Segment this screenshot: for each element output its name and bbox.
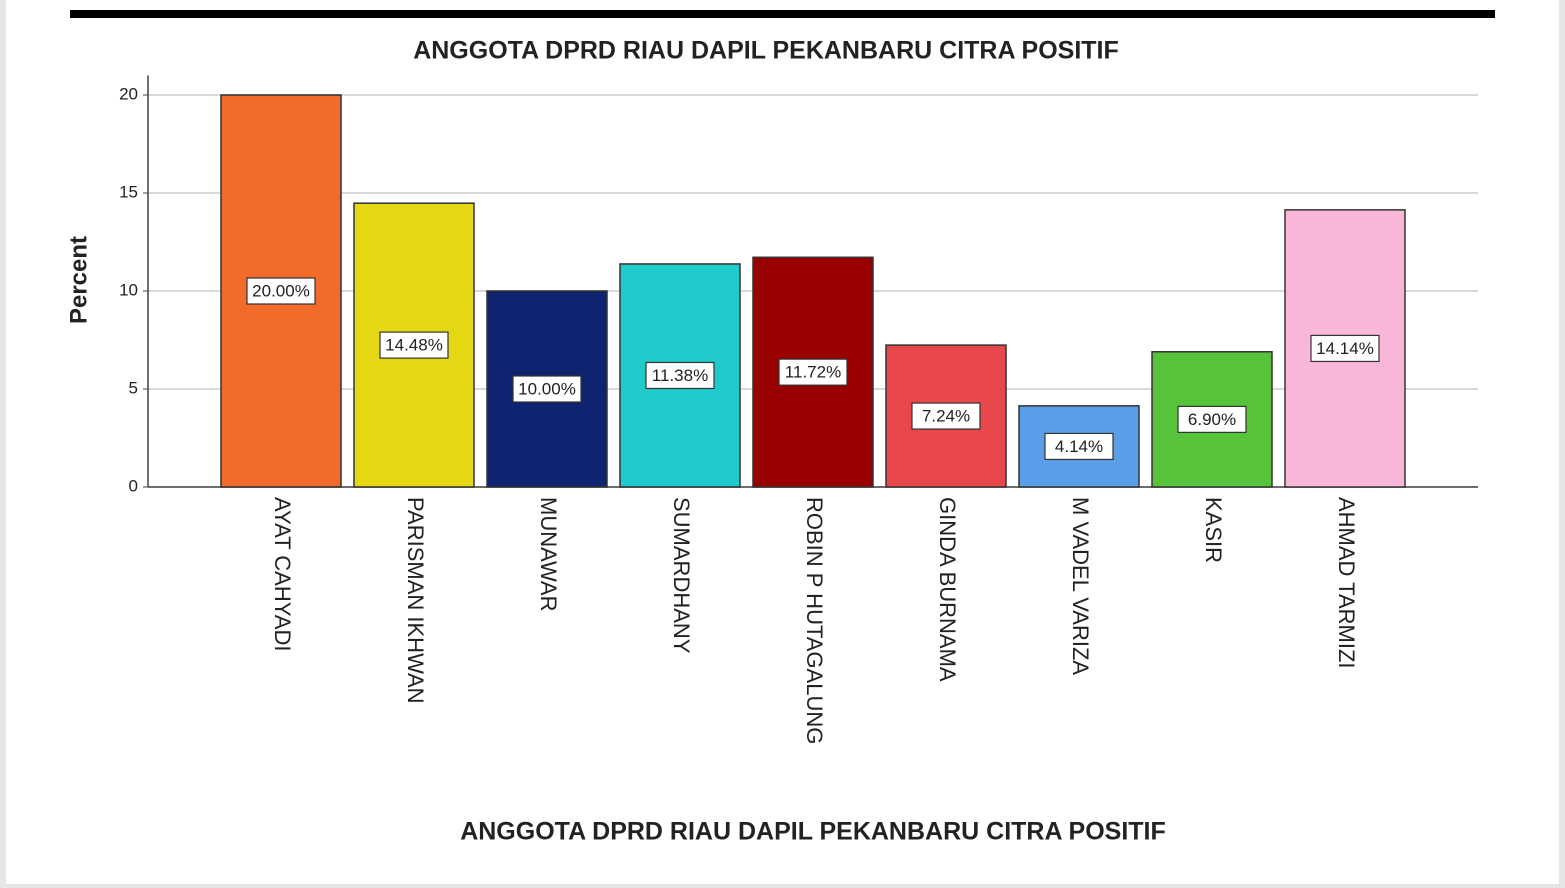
value-label-box (1310, 334, 1380, 363)
x-tick-label: GINDA BURNAMA (935, 497, 960, 682)
value-label: 6.90% (1188, 410, 1236, 429)
y-tick-label: 10 (119, 280, 138, 299)
value-label: 7.24% (922, 407, 970, 426)
value-label: 20.00% (252, 281, 310, 300)
value-label-box (645, 361, 715, 390)
y-tick-label: 5 (129, 378, 138, 397)
x-tick-label: KASIR (1201, 497, 1226, 563)
x-tick-label: MUNAWAR (536, 497, 561, 611)
x-tick-label: ROBIN P HUTAGALUNG (802, 497, 827, 744)
value-label-box (911, 402, 981, 430)
chart-title: ANGGOTA DPRD RIAU DAPIL PEKANBARU CITRA … (413, 37, 1119, 65)
value-label-box (512, 375, 582, 403)
x-tick-label: PARISMAN IKHWAN (403, 497, 428, 704)
value-label-box (246, 277, 316, 305)
x-tick-label: AYAT CAHYADI (270, 497, 295, 651)
value-label: 11.72% (785, 363, 841, 382)
x-tick-label: AHMAD TARMIZI (1334, 497, 1359, 669)
y-tick-label: 0 (129, 476, 138, 495)
value-label: 14.14% (1316, 339, 1374, 358)
value-label-box (778, 358, 848, 386)
value-label-box (1044, 432, 1114, 461)
value-label: 14.48% (385, 336, 443, 355)
x-axis-title: ANGGOTA DPRD RIAU DAPIL PEKANBARU CITRA … (460, 818, 1166, 846)
x-tick-label: M VADEL VARIZA (1068, 497, 1093, 675)
x-tick-label: SUMARDHANY (669, 497, 694, 654)
y-tick-label: 15 (119, 182, 138, 201)
value-label-box (379, 331, 449, 359)
value-label-box (1177, 405, 1247, 433)
y-tick-label: 20 (119, 84, 138, 103)
value-label: 11.38% (652, 366, 708, 385)
y-axis-title: Percent (65, 236, 92, 324)
value-label: 4.14% (1055, 437, 1103, 456)
value-label: 10.00% (518, 379, 576, 398)
top-rule (70, 10, 1495, 18)
